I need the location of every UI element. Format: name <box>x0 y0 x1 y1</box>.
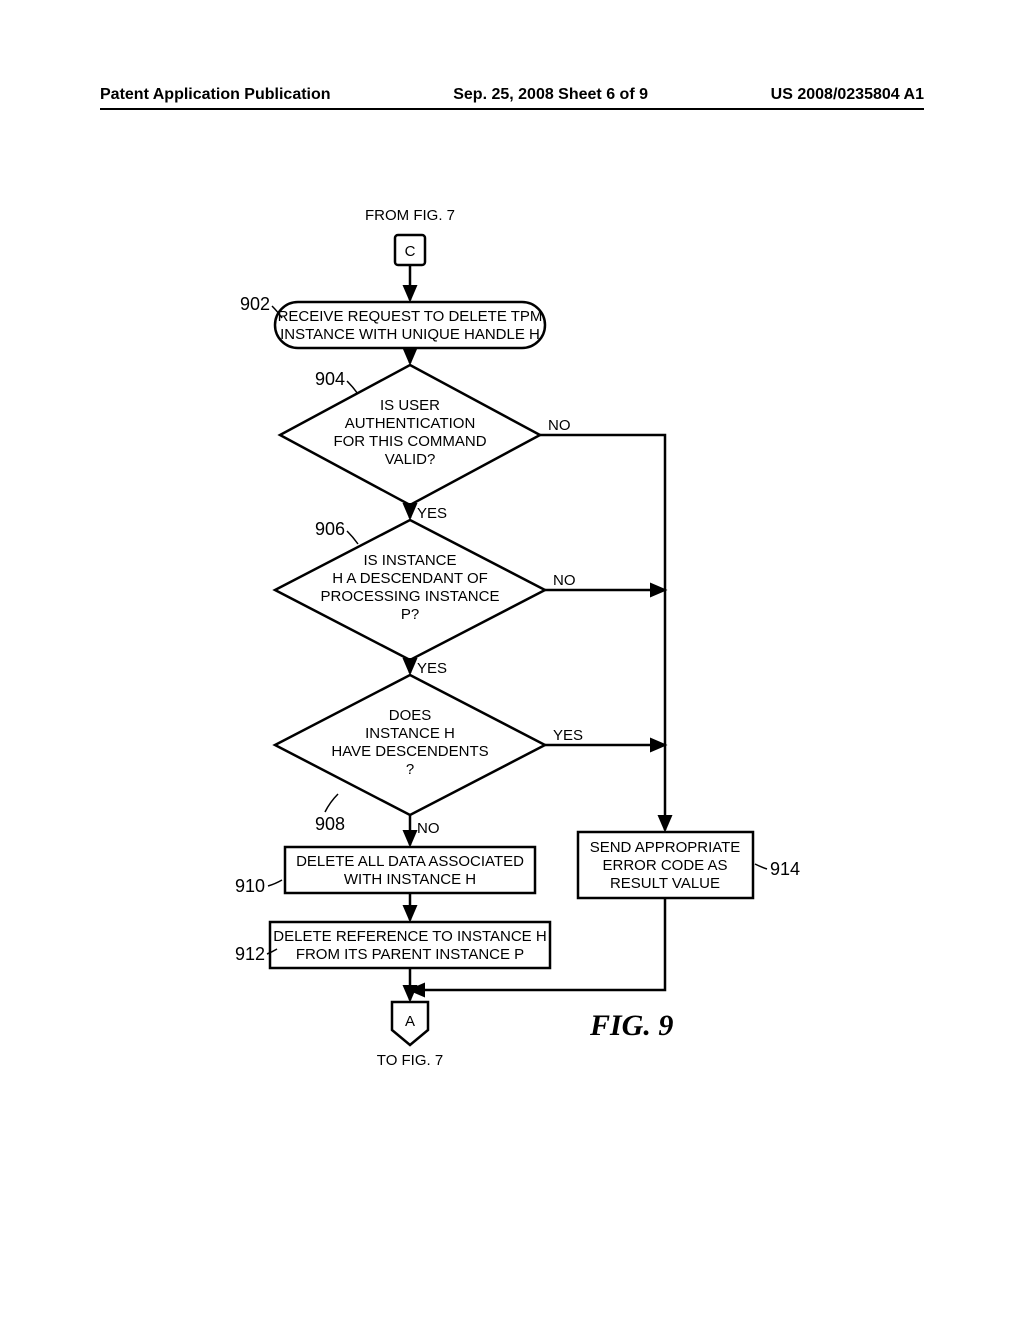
edge-904-no <box>540 435 665 830</box>
label-906-no: NO <box>553 572 576 589</box>
svg-text:P?: P? <box>401 606 419 623</box>
svg-text:PROCESSING INSTANCE: PROCESSING INSTANCE <box>321 588 500 605</box>
svg-text:INSTANCE WITH UNIQUE HANDLE H: INSTANCE WITH UNIQUE HANDLE H <box>280 326 540 343</box>
svg-text:DELETE ALL DATA ASSOCIATED: DELETE ALL DATA ASSOCIATED <box>296 853 524 870</box>
svg-text:HAVE DESCENDENTS: HAVE DESCENDENTS <box>331 743 488 760</box>
svg-text:FOR THIS COMMAND: FOR THIS COMMAND <box>333 433 486 450</box>
node-910: DELETE ALL DATA ASSOCIATED WITH INSTANCE… <box>285 847 535 893</box>
leader-908 <box>325 794 338 812</box>
header-right: US 2008/0235804 A1 <box>771 86 924 104</box>
node-908: DOES INSTANCE H HAVE DESCENDENTS ? <box>275 675 545 815</box>
ref-904: 904 <box>315 369 345 389</box>
svg-text:INSTANCE H: INSTANCE H <box>365 725 455 742</box>
svg-text:SEND APPROPRIATE: SEND APPROPRIATE <box>590 839 741 856</box>
page-header: Patent Application Publication Sep. 25, … <box>100 86 924 104</box>
header-center: Sep. 25, 2008 Sheet 6 of 9 <box>453 86 648 104</box>
svg-text:FROM ITS PARENT INSTANCE P: FROM ITS PARENT INSTANCE P <box>296 946 524 963</box>
svg-text:?: ? <box>406 761 414 778</box>
page: Patent Application Publication Sep. 25, … <box>0 0 1024 1320</box>
svg-text:DELETE REFERENCE TO INSTANCE H: DELETE REFERENCE TO INSTANCE H <box>273 928 546 945</box>
svg-text:A: A <box>405 1013 415 1030</box>
label-904-yes: YES <box>417 505 447 522</box>
label-906-yes: YES <box>417 660 447 677</box>
header-rule <box>100 108 924 110</box>
svg-text:C: C <box>405 243 416 260</box>
ref-914: 914 <box>770 859 800 879</box>
ref-902: 902 <box>240 294 270 314</box>
header-left: Patent Application Publication <box>100 86 331 104</box>
svg-text:IS USER: IS USER <box>380 397 440 414</box>
leader-910 <box>268 880 282 886</box>
node-912: DELETE REFERENCE TO INSTANCE H FROM ITS … <box>270 922 550 968</box>
leader-906 <box>347 531 358 544</box>
svg-text:IS INSTANCE: IS INSTANCE <box>363 552 456 569</box>
figure-label: FIG. 9 <box>589 1009 673 1042</box>
svg-text:RECEIVE REQUEST TO DELETE TPM: RECEIVE REQUEST TO DELETE TPM <box>278 308 543 325</box>
flowchart: FROM FIG. 7 C RECEIVE REQUEST TO DELETE … <box>100 190 920 1110</box>
label-904-no: NO <box>548 417 571 434</box>
node-902: RECEIVE REQUEST TO DELETE TPM INSTANCE W… <box>275 302 545 348</box>
ref-906: 906 <box>315 519 345 539</box>
leader-904 <box>347 381 358 394</box>
node-906: IS INSTANCE H A DESCENDANT OF PROCESSING… <box>275 520 545 660</box>
node-914: SEND APPROPRIATE ERROR CODE AS RESULT VA… <box>578 832 753 898</box>
svg-text:H A DESCENDANT OF: H A DESCENDANT OF <box>332 570 488 587</box>
svg-text:ERROR CODE AS: ERROR CODE AS <box>602 857 727 874</box>
connector-c: C <box>395 235 425 265</box>
to-fig-label: TO FIG. 7 <box>377 1052 443 1069</box>
svg-text:AUTHENTICATION: AUTHENTICATION <box>345 415 476 432</box>
from-fig-label: FROM FIG. 7 <box>365 207 455 224</box>
connector-a: A <box>392 1002 428 1045</box>
svg-text:RESULT VALUE: RESULT VALUE <box>610 875 720 892</box>
leader-914 <box>755 864 767 869</box>
ref-912: 912 <box>235 944 265 964</box>
label-908-no: NO <box>417 820 440 837</box>
ref-908: 908 <box>315 814 345 834</box>
svg-text:DOES: DOES <box>389 707 432 724</box>
svg-text:WITH INSTANCE H: WITH INSTANCE H <box>344 871 476 888</box>
svg-text:VALID?: VALID? <box>385 451 436 468</box>
label-908-yes: YES <box>553 727 583 744</box>
ref-910: 910 <box>235 876 265 896</box>
